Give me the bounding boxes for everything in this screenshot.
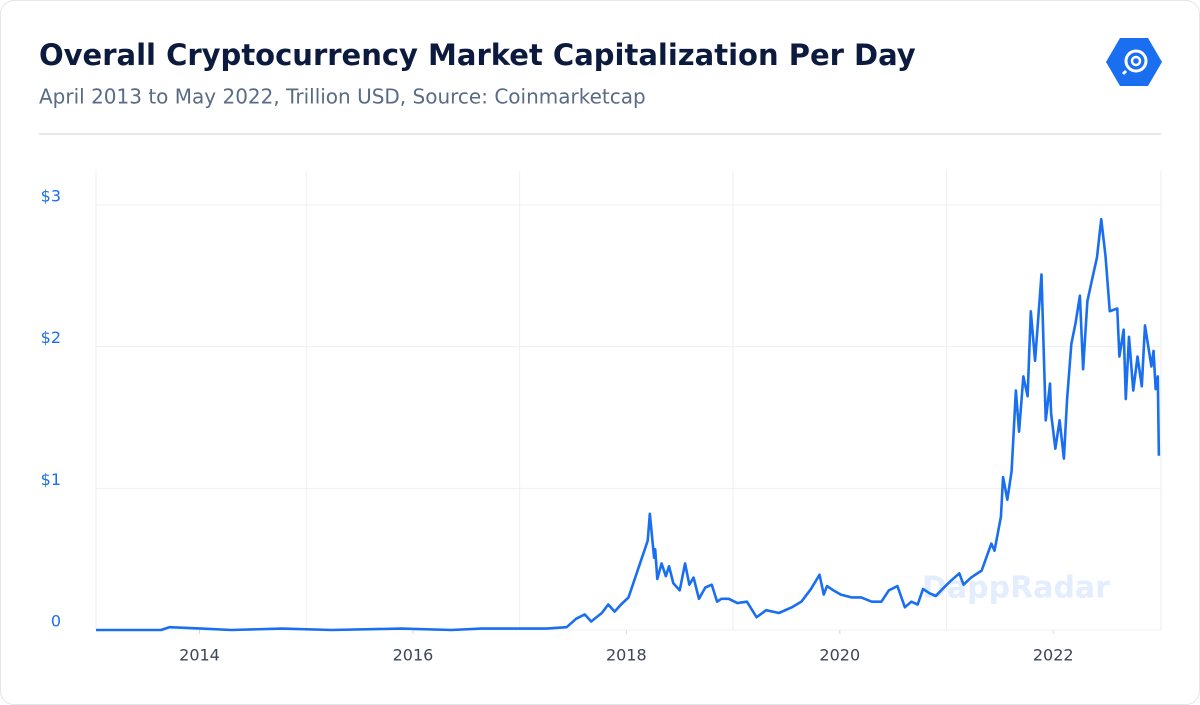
y-tick-label: $1: [41, 470, 61, 489]
x-tick-label: 2016: [393, 646, 434, 665]
y-tick-label: 0: [51, 612, 61, 631]
chart-title: Overall Cryptocurrency Market Capitaliza…: [39, 38, 916, 72]
logo: [1106, 38, 1162, 86]
x-tick-label: 2018: [606, 646, 647, 665]
y-tick-label: $3: [41, 187, 61, 206]
x-tick-label: 2020: [819, 646, 860, 665]
line-series: [96, 217, 1161, 632]
watermark: DappRadar: [922, 571, 1110, 606]
x-tick-label: 2022: [1033, 646, 1074, 665]
y-tick-label: $2: [41, 328, 61, 347]
x-tick-label: 2014: [179, 646, 220, 665]
chart-subtitle: April 2013 to May 2022, Trillion USD, So…: [39, 85, 646, 109]
